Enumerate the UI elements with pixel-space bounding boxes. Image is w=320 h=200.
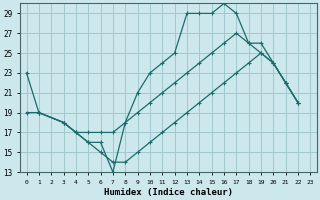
X-axis label: Humidex (Indice chaleur): Humidex (Indice chaleur) <box>104 188 233 197</box>
